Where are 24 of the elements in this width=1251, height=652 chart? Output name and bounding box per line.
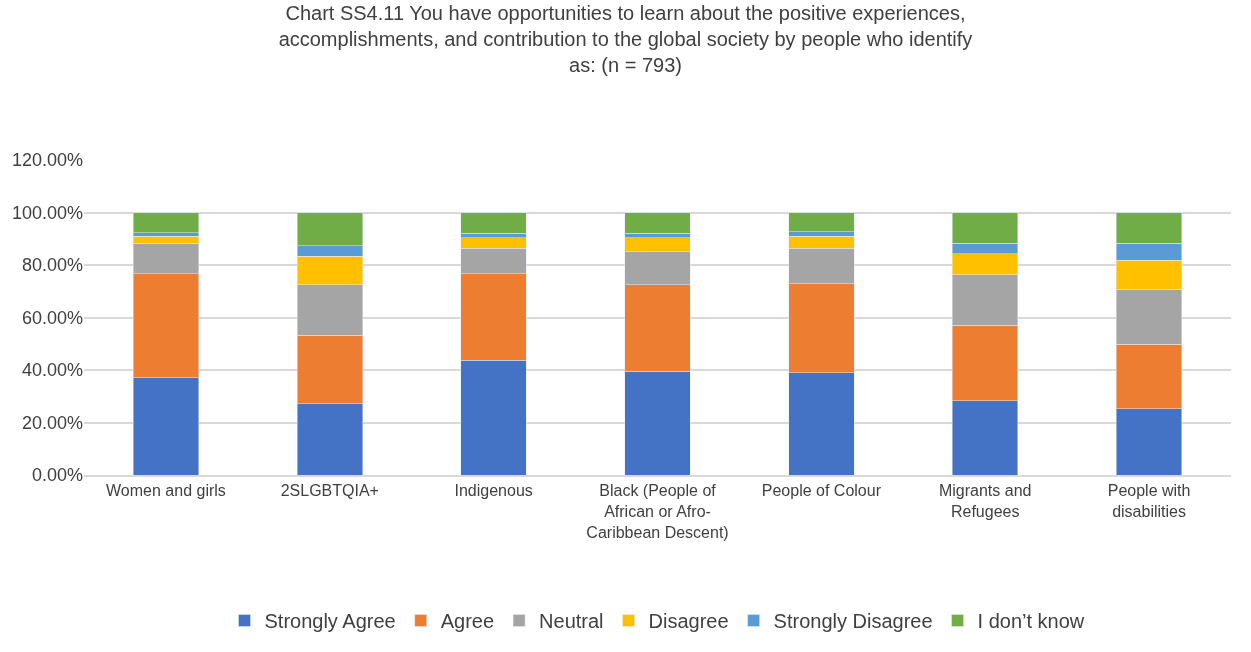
legend-label: Neutral [539,610,604,633]
legend-label: Strongly Disagree [773,610,933,633]
x-tick-label: People of Colour [761,481,882,499]
x-tick-label: Women and girls [106,481,226,499]
y-tick-label: 60.00% [21,307,83,328]
y-tick-label: 20.00% [21,412,83,433]
bar [460,212,527,234]
legend-label: Agree [440,610,495,633]
y-tick-label: 80.00% [21,255,83,276]
y-tick-label: 40.00% [21,360,83,381]
legend-label: I don’t know [977,610,1085,633]
x-tick-label: Migrants and Refugees [938,481,1032,520]
y-tick-label: 0.00% [31,465,83,486]
y-tick-label: 120.00% [11,150,83,171]
legend-label: Strongly Agree [264,610,396,633]
bar [788,212,855,233]
chart-title: Chart SS4.11 You have opportunities to learn about the positive experiences, accomplishments, and contribution to the global society by people who identify as: (n = 793) [278,1,973,76]
legend-label: Disagree [648,610,729,633]
y-tick-label: 100.00% [11,202,83,223]
x-tick-label: Black (People of African or Afro-Caribbean Descent) [586,481,729,541]
x-tick-label: People with disabilities [1107,481,1191,520]
bar [132,212,199,234]
x-tick-label: Indigenous [454,481,533,499]
x-tick-label: 2SLGBTQIA+ [280,481,379,499]
